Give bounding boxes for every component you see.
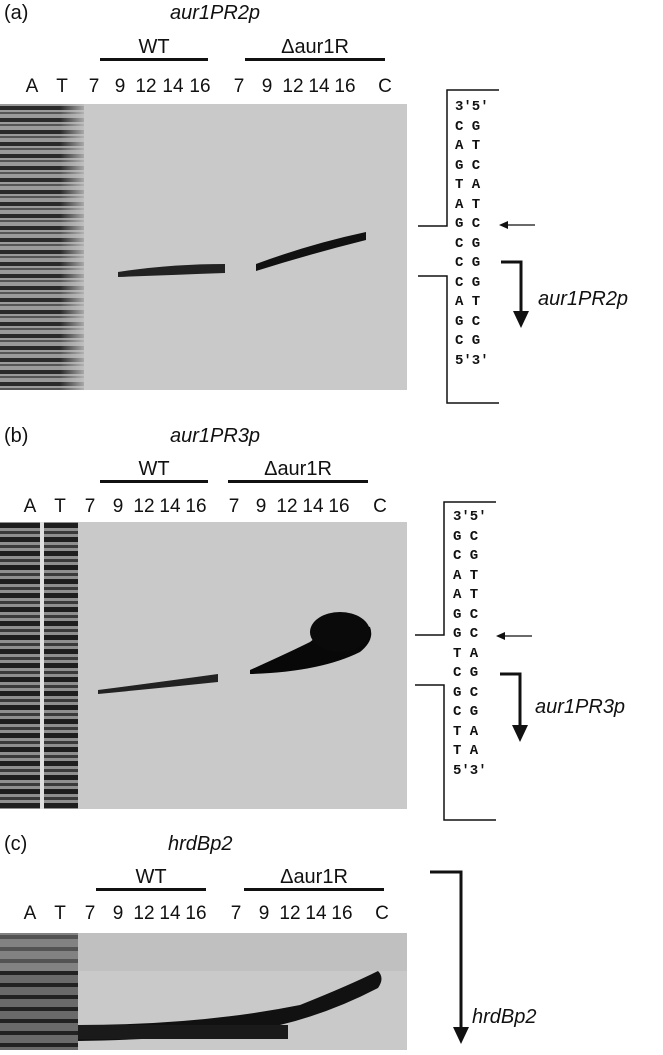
lane-label: 14 (305, 903, 327, 924)
lane-label: C (378, 76, 392, 97)
panel-c-wt-group: WT (96, 866, 206, 891)
lane-label: A (23, 496, 37, 517)
lane-label: 9 (114, 76, 126, 97)
lane-label: T (56, 76, 68, 97)
lane-label: 16 (189, 76, 211, 97)
seq-row: A T (455, 196, 481, 213)
lane-label: 12 (282, 76, 304, 97)
panel-c-label: (c) (4, 833, 28, 855)
panel-c-gel-image (0, 933, 407, 1050)
seq-row: G C (455, 216, 481, 232)
lane-label: 14 (162, 76, 184, 97)
seq-row: A T (453, 567, 479, 584)
seq-row: C G (455, 255, 481, 271)
panel-a-title: aur1PR2p (170, 2, 261, 24)
lane-label: 16 (331, 903, 353, 924)
lane-label: 7 (84, 496, 96, 517)
lane-label: 9 (261, 76, 273, 97)
lane-label: 12 (135, 76, 157, 97)
panel-c-mutant-group: Δaur1R (244, 866, 384, 891)
panel-a-promoter-label: aur1PR2p (538, 288, 629, 310)
panel-c-promoter-arrow (430, 870, 469, 1044)
seq-row: C G (453, 665, 479, 681)
lane-label: 12 (276, 496, 298, 517)
lane-label: 7 (233, 76, 245, 97)
seq-row: A T (453, 587, 479, 603)
seq-row: G C (455, 313, 481, 330)
lane-label: 9 (258, 903, 270, 924)
seq-row: A T (455, 138, 481, 154)
panel-b-label: (b) (4, 425, 29, 447)
seq-row: T A (453, 723, 479, 740)
panel-a-sequence: 3'5' C G A T G C T A A T G C C G C G C G… (455, 98, 489, 371)
seq-row: C G (455, 235, 481, 252)
seq-row: G C (453, 606, 479, 623)
lane-label: 14 (308, 76, 330, 97)
lane-label: 9 (255, 496, 267, 517)
panel-a-wt-label: WT (138, 36, 170, 58)
panel-b-wt-label: WT (138, 458, 170, 480)
panel-c-wt-label: WT (135, 866, 167, 888)
panel-c-promoter-label: hrdBp2 (472, 1006, 537, 1028)
lane-label: 16 (328, 496, 350, 517)
seq-row: C G (455, 118, 481, 135)
lane-label: 9 (112, 496, 124, 517)
seq-row: G C (453, 626, 479, 642)
seq-row: C G (455, 333, 481, 349)
lane-label: C (373, 496, 387, 517)
seq-row: C G (453, 704, 479, 720)
seq-row: G C (453, 528, 479, 545)
seq-row: T A (455, 177, 481, 193)
panel-c-gel-svg (0, 933, 407, 1050)
seq-row: C G (453, 548, 479, 564)
seq-row: 5'3' (453, 762, 487, 779)
lane-label: 12 (279, 903, 301, 924)
panel-a-gel-svg (0, 104, 366, 390)
lane-label: 14 (159, 496, 181, 517)
panel-b-gel-svg (0, 522, 372, 809)
lane-label: 14 (159, 903, 181, 924)
panel-b-wt-group: WT (100, 458, 208, 483)
panel-b-promoter-label: aur1PR3p (535, 696, 626, 718)
panel-a-gel-image (0, 104, 407, 390)
seq-row: T A (453, 743, 479, 759)
panel-b-title: aur1PR3p (170, 425, 261, 447)
panel-c-mutant-label: Δaur1R (280, 866, 348, 888)
panel-b-gel-image (0, 522, 407, 809)
seq-row: 3'5' (453, 509, 487, 525)
lane-label: C (375, 903, 389, 924)
panel-b-sequence: 3'5' G C C G A T A T G C G C T A C G G C… (453, 508, 487, 781)
panel-a-mutant-group: Δaur1R (245, 36, 385, 61)
seq-row: G C (453, 684, 479, 701)
lane-label: A (23, 903, 37, 924)
panel-a-wt-group: WT (100, 36, 208, 61)
seq-row: T A (453, 645, 479, 662)
seq-row: 5'3' (455, 352, 489, 369)
lane-label: 12 (133, 496, 155, 517)
panel-b-mutant-group: Δaur1R (228, 458, 368, 483)
panel-b-mutant-label: Δaur1R (264, 458, 332, 480)
lane-label: 16 (334, 76, 356, 97)
lane-label: A (25, 76, 39, 97)
seq-row: G C (455, 157, 481, 174)
panel-a-label: (a) (4, 2, 29, 24)
seq-row: 3'5' (455, 99, 489, 115)
lane-label: 7 (88, 76, 100, 97)
panel-c-title: hrdBp2 (168, 833, 233, 855)
lane-label: 12 (133, 903, 155, 924)
lane-label: T (54, 496, 66, 517)
seq-row: C G (455, 274, 481, 291)
lane-label: 7 (230, 903, 242, 924)
lane-label: 9 (112, 903, 124, 924)
lane-label: T (54, 903, 66, 924)
panel-a-bracket-lines (418, 89, 535, 404)
lane-label: 16 (185, 903, 207, 924)
lane-label: 7 (84, 903, 96, 924)
lane-label: 16 (185, 496, 207, 517)
panel-a-mutant-label: Δaur1R (281, 36, 349, 58)
lane-label: 7 (228, 496, 240, 517)
panel-b-bracket-lines (415, 501, 532, 821)
seq-row: A T (455, 294, 481, 310)
lane-label: 14 (302, 496, 324, 517)
